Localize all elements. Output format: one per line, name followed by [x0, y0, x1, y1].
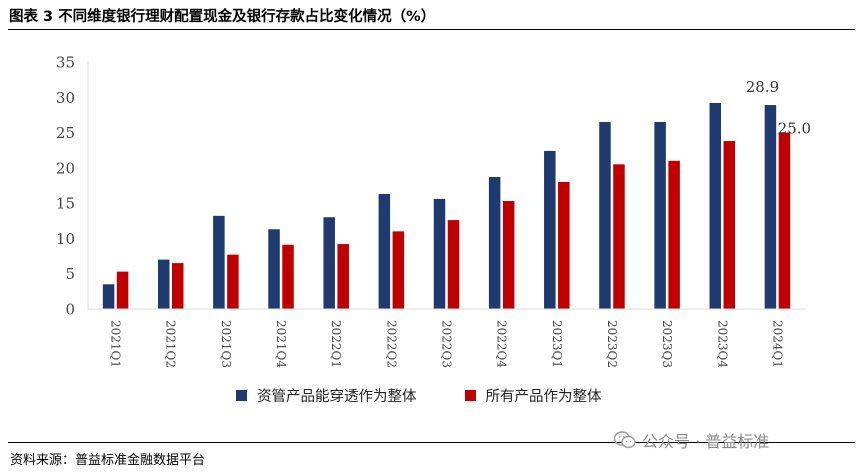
y-tick-label: 15 — [56, 195, 75, 213]
legend-label: 所有产品作为整体 — [485, 389, 602, 405]
wechat-icon — [614, 431, 636, 449]
x-tick-label: 2022Q3 — [440, 320, 454, 368]
bar-series-1 — [323, 217, 335, 309]
x-tick-label: 2023Q4 — [715, 320, 729, 368]
y-tick-label: 5 — [65, 265, 75, 283]
x-tick-label: 2023Q3 — [660, 320, 674, 368]
bar-series-2 — [502, 201, 515, 309]
bar-series-2 — [171, 263, 184, 309]
bar-series-1 — [268, 229, 280, 309]
bar-series-1 — [433, 198, 446, 309]
y-axis: 0 5 10 15 20 25 30 35 — [56, 54, 89, 319]
bar-series-2 — [558, 181, 570, 309]
bar-series-2 — [447, 220, 460, 309]
data-labels: 28.9 25.0 — [746, 78, 811, 138]
bar-series-2 — [668, 160, 680, 309]
bar-series-1 — [157, 259, 170, 309]
x-tick-label: 2021Q4 — [274, 320, 288, 368]
data-label: 25.0 — [778, 120, 811, 138]
data-label: 28.9 — [746, 78, 779, 96]
bottom-rule — [8, 442, 855, 443]
legend-label: 资管产品能穿透作为整体 — [257, 389, 417, 405]
bar-series-2 — [337, 244, 349, 309]
y-tick-label: 20 — [56, 159, 75, 177]
x-tick-label: 2022Q4 — [495, 320, 509, 368]
bar-series-1 — [488, 177, 501, 309]
y-tick-label: 25 — [56, 124, 75, 142]
bar-series-2 — [778, 132, 791, 309]
legend-swatch — [236, 390, 247, 401]
bar-series-1 — [378, 193, 391, 309]
y-tick-label: 10 — [56, 230, 75, 248]
legend: 资管产品能穿透作为整体 所有产品作为整体 — [236, 385, 602, 406]
x-axis: 2021Q1 2021Q2 2021Q3 2021Q4 2022Q1 2022Q2 2022… — [88, 308, 805, 368]
x-tick-label: 2022Q1 — [329, 320, 343, 368]
bar-series-1 — [709, 102, 722, 309]
legend-item-series-1: 资管产品能穿透作为整体 — [236, 385, 417, 406]
bar-series-1 — [102, 284, 115, 309]
chart-title: 图表 3 不同维度银行理财配置现金及银行存款占比变化情况（%） — [9, 9, 436, 25]
y-tick-label: 35 — [56, 54, 75, 72]
x-tick-label: 2021Q2 — [164, 320, 178, 368]
bars — [102, 102, 791, 309]
x-tick-label: 2023Q2 — [605, 320, 619, 368]
bar-series-2 — [723, 141, 736, 309]
bar-series-2 — [116, 271, 129, 309]
source-note: 资料来源：普益标准金融数据平台 — [10, 453, 206, 468]
bar-series-1 — [764, 105, 777, 309]
legend-item-series-2: 所有产品作为整体 — [464, 385, 602, 406]
y-tick-label: 0 — [65, 301, 75, 319]
bar-series-1 — [654, 121, 666, 309]
bar-series-2 — [392, 231, 405, 309]
top-rule — [8, 29, 855, 30]
y-tick-label: 30 — [56, 89, 75, 107]
bar-series-1 — [544, 150, 556, 309]
bar-series-1 — [599, 121, 611, 309]
x-tick-label: 2021Q3 — [219, 320, 233, 368]
bar-series-1 — [213, 215, 225, 309]
legend-swatch — [464, 390, 476, 401]
bar-series-2 — [613, 164, 625, 309]
x-tick-label: 2022Q2 — [384, 320, 398, 368]
watermark-text: 公众号 · 普益标准 — [642, 432, 770, 451]
bar-series-2 — [227, 254, 239, 309]
x-tick-label: 2024Q1 — [770, 320, 784, 368]
watermark: 公众号 · 普益标准 — [614, 428, 769, 452]
x-tick-label: 2021Q1 — [109, 320, 123, 368]
bar-series-2 — [282, 244, 294, 309]
x-tick-label: 2023Q1 — [550, 320, 564, 368]
